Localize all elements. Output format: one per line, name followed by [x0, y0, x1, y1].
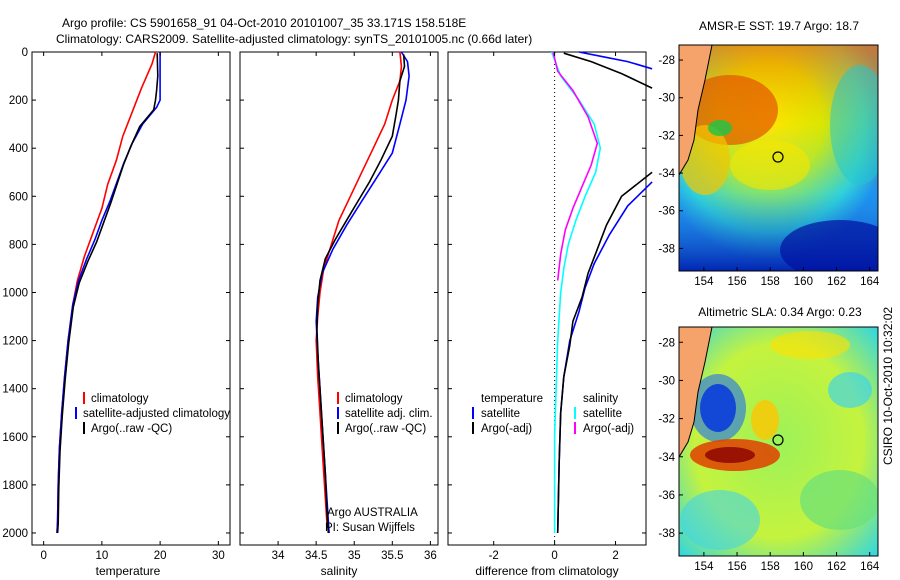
legend-label-climatology: climatology [91, 393, 149, 405]
sst-heatmap [679, 45, 878, 271]
sst-map-panel: AMSR-E SST: 19.7 Argo: 18.7 [658, 19, 880, 288]
argo-float-marker [772, 434, 784, 446]
series-line-salinity-argo-adj [552, 51, 599, 281]
map-y-tick-label: -28 [658, 337, 675, 349]
map-x-tick-label: 160 [794, 561, 813, 573]
legend-label-temp-argo: Argo(-adj) [481, 423, 532, 435]
map-x-tick-label: 164 [860, 561, 880, 573]
temperature-panel: 0 10 20 30 0 200 400 600 800 1000 1200 1400 1600 1800… [2, 47, 231, 578]
legend-label-sal-satellite: satellite [583, 408, 622, 420]
y-tick-label: 2000 [2, 528, 28, 540]
legend-title-salinity: salinity [583, 393, 618, 405]
x-tick-label: 30 [212, 550, 225, 562]
map-y-tick-label: -38 [658, 243, 675, 255]
argo-float-marker [772, 151, 784, 163]
y-tick-label: 600 [9, 191, 28, 203]
temperature-axes [31, 51, 231, 546]
x-tick-label: 10 [95, 550, 108, 562]
series-line-argo-raw-qc [316, 54, 406, 534]
legend-label-temp-satellite: satellite [481, 408, 520, 420]
salinity-xlabel: salinity [321, 564, 358, 578]
map-x-tick-label: 154 [694, 561, 714, 573]
x-tick-label: 36 [424, 550, 437, 562]
map-y-tick-label: -34 [658, 452, 675, 464]
map-y-tick-label: -30 [658, 93, 675, 105]
x-tick-label: -2 [489, 550, 499, 562]
salinity-panel: 34 34.5 35 35.5 36 salinity climatology sate… [239, 51, 439, 578]
series-line-salinity-satellite [550, 51, 602, 533]
salinity-legend: climatology satellite adj. clim. Argo(..… [337, 392, 433, 435]
sla-heatmap [679, 327, 878, 556]
map-y-tick-label: -36 [658, 206, 675, 218]
map-y-tick-label: -30 [658, 375, 675, 387]
legend-label-climatology: climatology [345, 393, 403, 405]
map-y-tick-label: -38 [658, 528, 675, 540]
legend-label-satellite: satellite adj. clim. [345, 408, 433, 420]
map-y-tick-label: -34 [658, 168, 675, 180]
x-tick-label: 0 [551, 550, 557, 562]
y-tick-label: 400 [9, 143, 28, 155]
map-x-tick-label: 154 [694, 276, 714, 288]
y-tick-label: 800 [9, 239, 28, 251]
y-tick-label: 1000 [2, 287, 28, 299]
legend-title-temperature: temperature [481, 393, 543, 405]
annotation-pi: PI: Susan Wijffels [325, 522, 415, 534]
map-x-tick-label: 156 [727, 276, 746, 288]
map-x-tick-label: 162 [827, 561, 846, 573]
title-line-1: Argo profile: CS 5901658_91 04-Oct-2010 … [62, 16, 466, 30]
difference-legend: temperature salinity satellite Argo(-adj… [472, 393, 634, 435]
map-y-tick-label: -32 [658, 130, 675, 142]
y-tick-label: 1200 [2, 336, 28, 348]
x-tick-label: 0 [40, 550, 46, 562]
legend-label-argo: Argo(..raw -QC) [345, 423, 426, 435]
map-y-tick-label: -32 [658, 414, 675, 426]
difference-axes [447, 51, 647, 546]
map-x-tick-label: 156 [727, 561, 746, 573]
x-tick-label: 35 [348, 550, 361, 562]
series-line-argo-raw-qc [56, 53, 159, 534]
x-tick-label: 34.5 [305, 550, 327, 562]
sla-map-panel: Altimetric SLA: 0.34 Argo: 0.23 154 156 15… [658, 305, 880, 573]
map-y-tick-label: -28 [658, 55, 675, 67]
x-tick-label: 2 [612, 550, 618, 562]
legend-label-satellite: satellite-adjusted climatology [83, 408, 230, 420]
y-tick-label: 0 [22, 47, 28, 59]
series-line-temperature-argo-adj [556, 52, 653, 534]
difference-xlabel: difference from climatology [475, 564, 618, 578]
salinity-axes [239, 51, 439, 546]
temperature-legend: climatology satellite-adjusted climatolo… [75, 392, 230, 435]
side-timestamp: CSIRO 10-Oct-2010 10:32:02 [881, 307, 895, 465]
y-tick-label: 1600 [2, 432, 28, 444]
map-x-tick-label: 162 [827, 276, 846, 288]
annotation-institution: Argo AUSTRALIA [327, 507, 418, 519]
coastline-land [679, 45, 713, 176]
map-x-tick-label: 160 [794, 276, 813, 288]
temperature-xlabel: temperature [96, 564, 161, 578]
map-x-tick-label: 158 [761, 561, 780, 573]
map-x-tick-label: 164 [860, 276, 880, 288]
x-tick-label: 34 [272, 550, 285, 562]
x-tick-label: 35.5 [381, 550, 403, 562]
series-line-climatology [315, 51, 403, 534]
x-tick-label: 20 [154, 550, 167, 562]
y-tick-label: 200 [9, 95, 28, 107]
title-line-2: Climatology: CARS2009. Satellite-adjuste… [56, 32, 532, 46]
difference-panel: -2 0 2 difference from climatology tempera… [447, 51, 653, 578]
map-y-tick-label: -36 [658, 490, 675, 502]
coastline-land [679, 327, 713, 458]
y-tick-label: 1400 [2, 384, 28, 396]
legend-label-argo: Argo(..raw -QC) [91, 423, 172, 435]
map-x-tick-label: 158 [761, 276, 780, 288]
y-tick-label: 1800 [2, 480, 28, 492]
sst-map-title: AMSR-E SST: 19.7 Argo: 18.7 [699, 19, 859, 33]
legend-label-sal-argo: Argo(-adj) [583, 423, 634, 435]
sla-map-title: Altimetric SLA: 0.34 Argo: 0.23 [698, 305, 862, 319]
